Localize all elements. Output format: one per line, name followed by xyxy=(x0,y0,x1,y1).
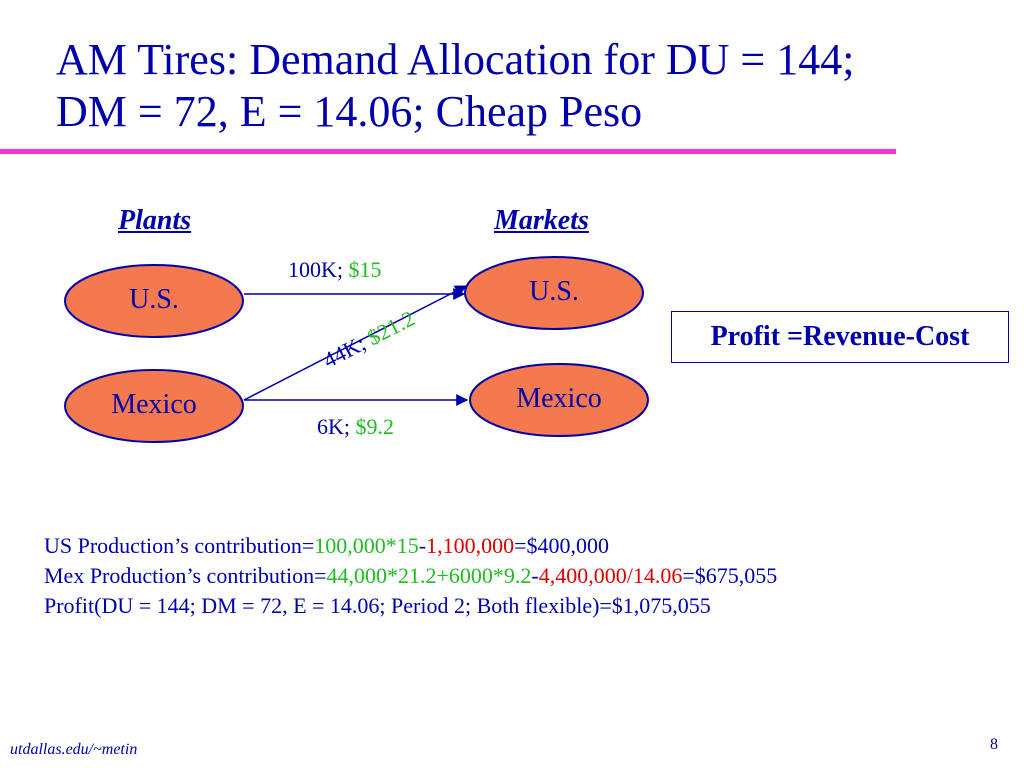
title-line-1: AM Tires: Demand Allocation for DU = 144… xyxy=(56,35,855,84)
us-contribution-revenue: 100,000*15 xyxy=(314,533,419,558)
edge-us-us-price: $15 xyxy=(348,257,382,282)
edge-us-us-qty: 100K; xyxy=(288,257,349,282)
page-number: 8 xyxy=(990,736,998,753)
us-contribution-prefix: US Production’s contribution= xyxy=(44,533,315,558)
mex-contribution-revenue: 44,000*21.2+6000*9.2 xyxy=(326,563,532,588)
slide-title: AM Tires: Demand Allocation for DU = 144… xyxy=(56,34,854,138)
mex-contribution-cost: 4,400,000/14.06 xyxy=(538,563,683,588)
edge-label-mex-mex: 6K; $9.2 xyxy=(317,414,394,440)
profit-formula-box: Profit =Revenue-Cost xyxy=(671,311,1009,363)
calculations-block: US Production’s contribution=100,000*15-… xyxy=(44,531,777,621)
mex-contribution-dash: - xyxy=(531,563,539,588)
plants-header: Plants xyxy=(118,205,192,236)
edge-mex-mex-qty: 6K; xyxy=(317,414,356,439)
footer-url: utdallas.edu/~metin xyxy=(10,741,138,758)
title-line-2: DM = 72, E = 14.06; Cheap Peso xyxy=(56,87,643,136)
mex-contribution-result: =$675,055 xyxy=(682,563,778,588)
us-contribution-result: =$400,000 xyxy=(514,533,610,558)
plant-us-node xyxy=(64,264,244,338)
mex-contribution-line: Mex Production’s contribution=44,000*21.… xyxy=(44,561,777,591)
edge-mex-mex-price: $9.2 xyxy=(355,414,395,439)
market-us-label: U.S. xyxy=(529,276,579,307)
markets-header: Markets xyxy=(494,205,589,236)
plant-us-label: U.S. xyxy=(129,284,179,315)
us-contribution-dash: - xyxy=(418,533,427,558)
edge-label-us-us: 100K; $15 xyxy=(288,257,382,283)
plant-mexico-node xyxy=(64,369,244,443)
market-mexico-node xyxy=(469,363,649,437)
us-contribution-cost: 1,100,000 xyxy=(426,533,515,558)
market-mexico-label: Mexico xyxy=(516,383,602,414)
total-profit-line: Profit(DU = 144; DM = 72, E = 14.06; Per… xyxy=(44,593,711,618)
mex-contribution-prefix: Mex Production’s contribution= xyxy=(44,563,327,588)
title-underline-rule xyxy=(0,149,896,154)
plant-mexico-label: Mexico xyxy=(111,389,197,420)
us-contribution-line: US Production’s contribution=100,000*15-… xyxy=(44,531,777,561)
edge-mexico-to-us xyxy=(243,285,468,401)
